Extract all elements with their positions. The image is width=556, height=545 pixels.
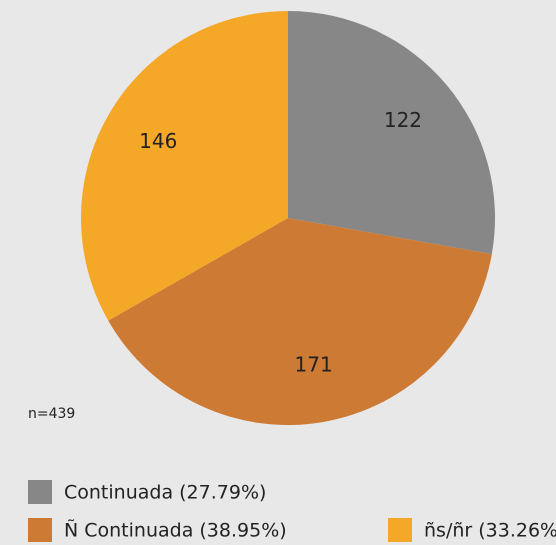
legend-label: ñs/ñr (33.26%) [424,520,556,542]
data-label: 122 [384,108,422,132]
legend-swatch [28,518,52,542]
pie-slice [288,11,495,255]
legend-label: Ñ Continuada (38.95%) [64,519,287,542]
annotation: n=439 [28,406,75,422]
legend-swatch [28,480,52,504]
data-label: 146 [139,129,177,153]
legend-label: Continuada (27.79%) [64,482,266,504]
pie-slice [80,11,288,321]
legend-swatch [388,518,412,542]
pie-slice [108,218,492,425]
data-label: 171 [295,352,333,376]
